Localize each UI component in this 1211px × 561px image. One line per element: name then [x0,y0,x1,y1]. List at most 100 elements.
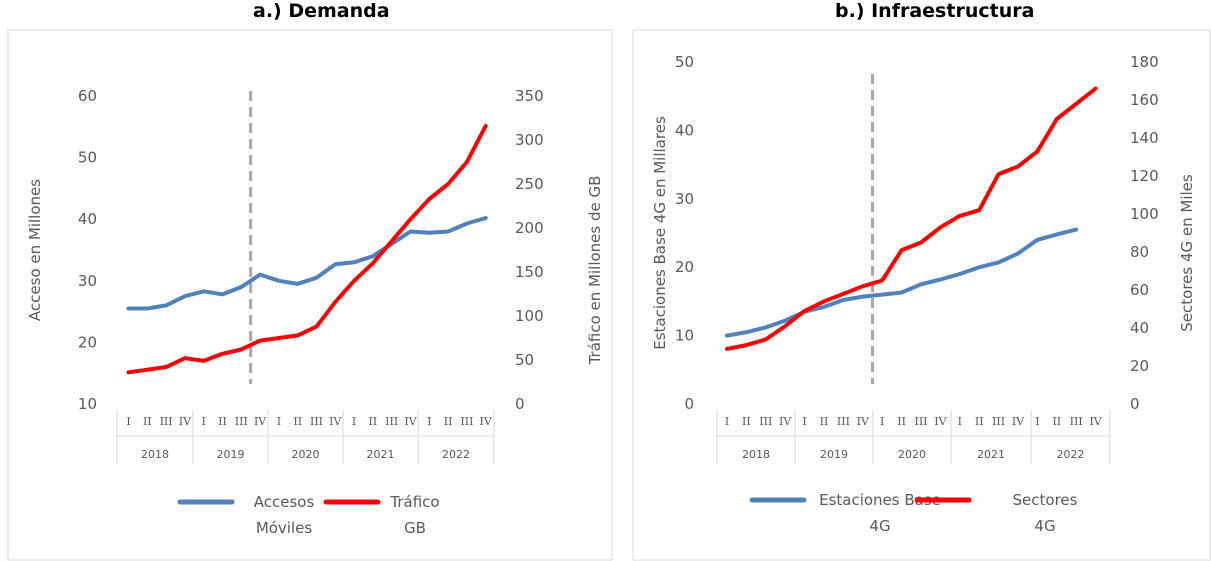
chart-b-ytick-right: 0 [1130,395,1140,413]
chart-a-quarter-tick: IV [404,415,417,428]
chart-a-quarter-tick: IV [254,415,267,428]
chart-b-quarter-tick: I [802,415,806,428]
chart-b-quarter-tick: II [897,415,906,428]
chart-b-legend-label: Sectores [1013,491,1078,509]
chart-a-ytick-right: 350 [515,87,544,105]
chart-b-ytick-right: 140 [1130,129,1159,147]
chart-a-ytick-left: 40 [78,210,97,228]
chart-b-ytick-right: 20 [1130,357,1149,375]
chart-a-quarter-tick: IV [179,415,192,428]
chart-a-series-line-red [126,123,488,375]
chart-a-ylabel-right: Tráfico en Millones de GB [586,176,604,366]
chart-b-quarter-tick: IV [779,415,792,428]
chart-b-ytick-left: 30 [675,190,694,208]
chart-b-ytick-right: 40 [1130,319,1149,337]
chart-b-quarter-tick: I [958,415,962,428]
chart-b-year-label: 2018 [742,448,770,461]
chart-a-ytick-right: 150 [515,263,544,281]
chart-a-quarter-tick: II [293,415,302,428]
chart-b-quarter-tick: III [992,415,1005,428]
chart-a-quarter-tick: II [218,415,227,428]
chart-b-ytick-right: 180 [1130,53,1159,71]
chart-a-quarter-tick: II [369,415,378,428]
chart-a-quarter-tick: I [427,415,431,428]
chart-a-ytick-left: 50 [78,149,97,167]
chart-a-ytick-right: 200 [515,219,544,237]
chart-b-ytick-left: 20 [675,258,694,276]
chart-b-ytick-left: 0 [684,395,694,413]
chart-b-quarter-tick: I [725,415,729,428]
chart-a-ylabel-left: Acceso en Millones [26,179,44,321]
chart-a-ytick-left: 10 [78,395,97,413]
chart-a-legend-label: Móviles [256,519,313,537]
chart-a-quarter-tick: I [277,415,281,428]
chart-b-ytick-right: 60 [1130,281,1149,299]
chart-b-year-label: 2021 [977,448,1005,461]
chart-b-quarter-tick: II [1052,415,1061,428]
chart-b-ytick-left: 10 [675,327,694,345]
chart-b-quarter-tick: III [837,415,850,428]
chart-b-legend-label: 4G [1034,517,1055,535]
chart-a-ytick-right: 100 [515,307,544,325]
chart-a-quarter-tick: II [143,415,152,428]
chart-a-year-label: 2020 [292,448,320,461]
chart-a-ytick-right: 50 [515,351,534,369]
chart-b-ytick-right: 120 [1130,167,1159,185]
chart-b-series-line-blue [725,227,1079,338]
chart-b-ytick-left: 50 [675,53,694,71]
chart-b-legend-label: 4G [869,517,890,535]
chart-b-ytick-right: 100 [1130,205,1159,223]
chart-a-year-label: 2022 [442,448,470,461]
chart-a-year-label: 2021 [367,448,395,461]
chart-a-year-label: 2018 [141,448,169,461]
chart-a-ytick-left: 30 [78,272,97,290]
chart-a-ytick-left: 20 [78,333,97,351]
chart-b-frame [632,29,1211,561]
chart-a-quarter-tick: I [126,415,130,428]
chart-b-quarter-tick: III [914,415,927,428]
chart-b-title: b.) Infraestructura [835,0,1035,22]
chart-a-frame [7,29,613,561]
chart-b-quarter-tick: IV [1012,415,1025,428]
chart-b-quarter-tick: III [759,415,772,428]
chart-a-ytick-right: 300 [515,131,544,149]
chart-b-ytick-right: 160 [1130,91,1159,109]
chart-a-ytick-right: 0 [515,395,525,413]
chart-a-quarter-tick: III [460,415,473,428]
chart-a-quarter-tick: IV [480,415,493,428]
chart-a-title: a.) Demanda [253,0,390,22]
chart-a-year-label: 2019 [217,448,245,461]
chart-b-quarter-tick: IV [1089,415,1102,428]
chart-b-quarter-tick: IV [857,415,870,428]
chart-a-legend-label: GB [404,519,426,537]
chart-a-quarter-tick: III [310,415,323,428]
chart-b-year-label: 2019 [820,448,848,461]
chart-b-quarter-tick: II [820,415,829,428]
chart-a-quarter-tick: I [202,415,206,428]
chart-b-year-label: 2022 [1057,448,1085,461]
chart-a-quarter-tick: III [160,415,173,428]
chart-b-ylabel-right: Sectores 4G en Miles [1178,174,1196,332]
chart-a-quarter-tick: IV [329,415,342,428]
chart-a-legend-label: Accesos [254,493,315,511]
chart-a-ytick-left: 60 [78,87,97,105]
chart-a-quarter-tick: III [385,415,398,428]
chart-a-quarter-tick: I [352,415,356,428]
chart-b-quarter-tick: III [1070,415,1083,428]
chart-b-year-label: 2020 [898,448,926,461]
chart-b-quarter-tick: I [880,415,884,428]
chart-b-ylabel-left: Estaciones Base 4G en Millares [651,116,669,350]
chart-b-ytick-left: 40 [675,121,694,139]
chart-b-quarter-tick: II [742,415,751,428]
chart-b-quarter-tick: I [1035,415,1039,428]
chart-a-quarter-tick: II [444,415,453,428]
chart-a-legend-label: Tráfico [389,493,439,511]
chart-b-ytick-right: 80 [1130,243,1149,261]
chart-b-legend-label: Estaciones Base [819,491,941,509]
chart-a-ytick-right: 250 [515,175,544,193]
chart-b-quarter-tick: II [975,415,984,428]
chart-b-quarter-tick: IV [934,415,947,428]
chart-a-quarter-tick: III [235,415,248,428]
chart-b-series-line-red [725,86,1098,351]
